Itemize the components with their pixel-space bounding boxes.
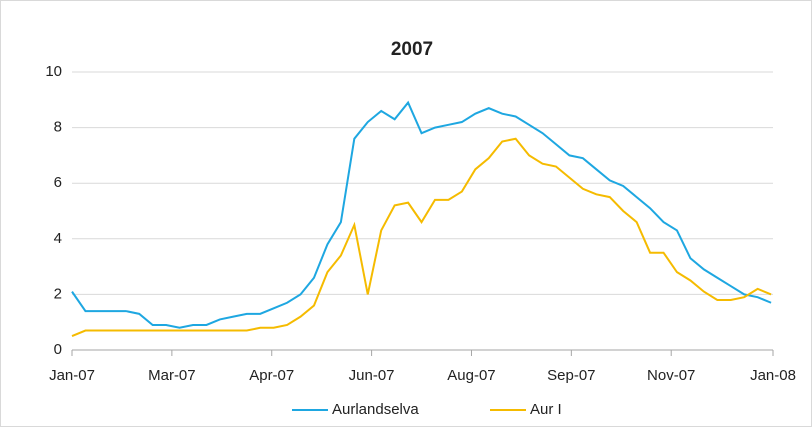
data-line: [71, 137, 772, 338]
y-tick-label: 8: [54, 119, 62, 136]
legend-label: Aurlandselva: [332, 401, 419, 418]
chart-title: 2007: [391, 39, 433, 60]
y-tick-label: 10: [45, 63, 62, 80]
y-tick-label: 0: [54, 341, 62, 358]
legend-label: Aur I: [530, 401, 562, 418]
y-tick-label: 2: [54, 285, 62, 302]
x-tick-label: Sep-07: [547, 367, 595, 384]
x-tick-label: Apr-07: [249, 367, 294, 384]
x-tick-label: Aug-07: [447, 367, 495, 384]
y-tick-label: 4: [54, 230, 62, 247]
x-tick-label: Mar-07: [148, 367, 196, 384]
x-tick-label: Jan-08: [750, 367, 796, 384]
x-tick-label: Jan-07: [49, 367, 95, 384]
x-tick-label: Jun-07: [349, 367, 395, 384]
y-tick-label: 6: [54, 174, 62, 191]
x-tick-label: Nov-07: [647, 367, 695, 384]
data-line: [71, 100, 772, 329]
